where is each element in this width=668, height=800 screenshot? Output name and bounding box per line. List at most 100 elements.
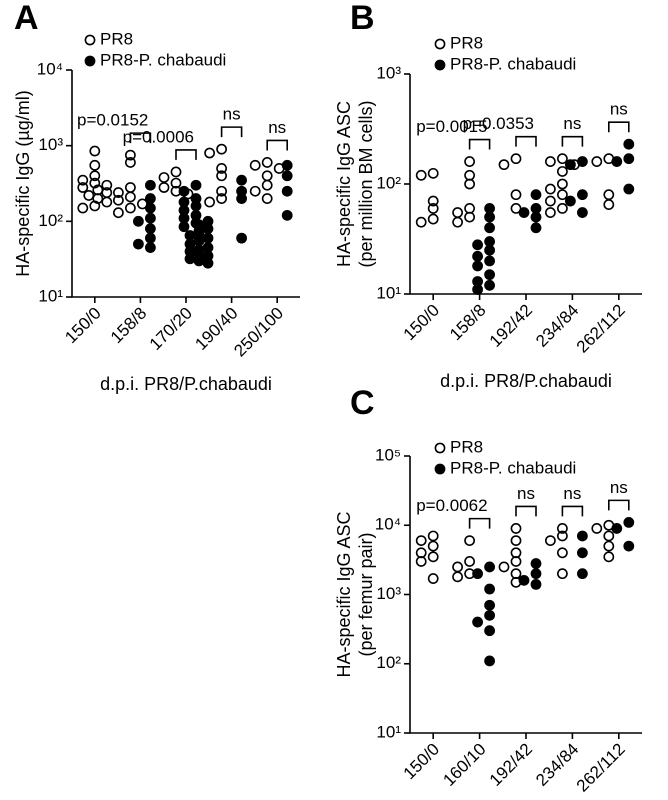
data-point	[611, 156, 623, 167]
data-point	[464, 556, 475, 567]
data-point	[603, 551, 615, 563]
x-tick-label: 158/8	[107, 304, 151, 348]
data-point	[236, 193, 247, 204]
data-point	[472, 239, 483, 251]
data-point	[144, 202, 156, 214]
panel-letter: C	[350, 384, 375, 422]
comparison-bracket	[220, 126, 243, 138]
data-point	[184, 230, 196, 241]
data-point	[472, 284, 483, 295]
data-point	[565, 159, 576, 171]
comparison-label: p=0.0062	[416, 496, 487, 515]
data-point	[530, 558, 542, 569]
data-point	[484, 625, 495, 637]
data-point	[545, 183, 556, 195]
data-point	[193, 235, 205, 247]
x-tick-label: 150/0	[400, 301, 444, 345]
data-point	[464, 156, 475, 167]
comparison-bracket	[515, 505, 537, 517]
y-tick-label: 10²	[38, 211, 63, 230]
data-point	[89, 200, 101, 212]
legend-marker	[434, 463, 446, 475]
data-point	[216, 163, 227, 174]
comparison-label: p=0.0015	[416, 117, 487, 136]
data-point	[261, 193, 273, 204]
data-point	[472, 250, 483, 262]
data-point	[464, 178, 475, 190]
data-point	[216, 143, 227, 155]
data-point	[124, 149, 136, 161]
data-point	[124, 202, 136, 214]
data-point	[170, 166, 182, 178]
comparison-bracket	[468, 138, 491, 150]
y-tick-label: 10³	[376, 63, 401, 82]
x-tick-label: 150/0	[400, 740, 444, 784]
data-point	[202, 257, 214, 269]
data-point	[484, 561, 495, 573]
data-point	[498, 561, 510, 573]
data-point	[623, 153, 635, 165]
comparison-bracket	[561, 505, 584, 517]
legend-marker	[84, 55, 96, 67]
data-point	[216, 170, 227, 182]
data-point	[77, 174, 89, 186]
data-point	[545, 195, 556, 207]
data-point	[132, 238, 144, 250]
y-tick-label: 10⁴	[37, 59, 63, 78]
data-point	[530, 578, 542, 590]
x-axis-label: d.p.i. PR8/P.chabaudi	[100, 374, 272, 394]
data-point	[236, 174, 247, 186]
comparison-label: p=0.0006	[123, 127, 194, 146]
x-tick-label: 262/112	[573, 301, 629, 357]
comparison-label: ns	[563, 484, 581, 503]
data-point	[577, 530, 588, 542]
data-point	[510, 556, 522, 567]
data-point	[545, 535, 556, 547]
data-point	[427, 540, 439, 552]
data-point	[510, 523, 522, 534]
data-point	[452, 571, 463, 583]
data-point	[577, 568, 588, 580]
data-point	[89, 170, 101, 182]
comparison-label: ns	[223, 105, 241, 124]
data-point	[484, 655, 495, 667]
data-point	[427, 203, 439, 214]
data-point	[281, 159, 293, 171]
legend-marker	[434, 38, 446, 50]
data-point	[144, 223, 156, 235]
legend-label: PR8-P. chabaudi	[450, 54, 576, 73]
y-tick-label: 10¹	[376, 283, 401, 302]
data-point	[158, 172, 170, 183]
comparison-label: p=0.0152	[77, 111, 148, 130]
comparison-label: ns	[563, 114, 581, 133]
data-point	[472, 616, 483, 628]
x-tick-label: 158/8	[446, 301, 490, 345]
data-point	[464, 211, 475, 223]
data-point	[472, 260, 483, 272]
data-point	[577, 156, 588, 167]
data-point	[261, 170, 273, 182]
y-tick-label: 10³	[38, 135, 63, 154]
data-point	[484, 255, 495, 267]
data-point	[623, 516, 635, 528]
data-point	[557, 568, 568, 580]
data-point	[178, 221, 190, 233]
data-point	[611, 523, 623, 534]
data-point	[144, 193, 156, 204]
y-tick-label: 10²	[376, 653, 401, 672]
data-point	[452, 207, 463, 218]
data-point	[236, 232, 247, 244]
legend-label: PR8	[450, 437, 483, 456]
axis-line	[409, 74, 642, 295]
data-point	[427, 195, 439, 207]
x-tick-label: 262/112	[573, 740, 629, 796]
data-point	[427, 551, 439, 563]
data-point	[603, 189, 615, 201]
data-point	[530, 211, 542, 223]
data-point	[261, 179, 273, 191]
data-point	[623, 138, 635, 150]
data-point	[510, 189, 522, 201]
data-point	[204, 196, 215, 208]
data-point	[427, 573, 439, 584]
